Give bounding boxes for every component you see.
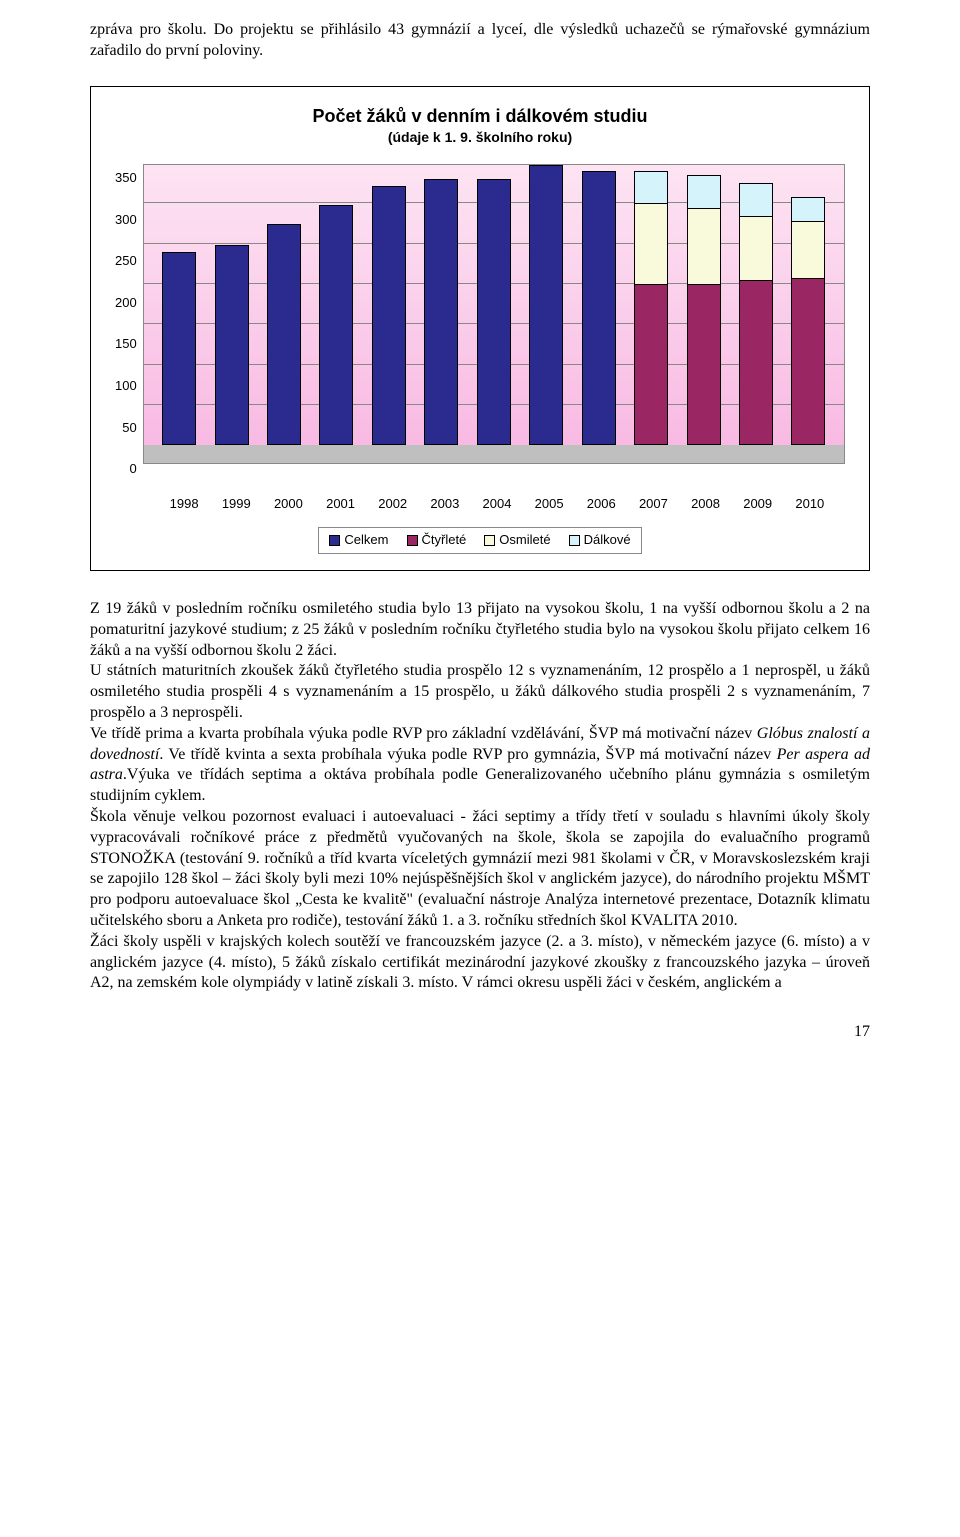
y-tick-label: 0 (129, 461, 136, 478)
bar-segment-dalk (687, 175, 721, 207)
page-number: 17 (90, 1022, 870, 1043)
x-tick-label: 2003 (428, 496, 462, 513)
body-paragraph: U státních maturitních zkoušek žáků čtyř… (90, 661, 870, 723)
x-tick-label: 2004 (480, 496, 514, 513)
y-tick-label: 50 (122, 420, 136, 437)
chart-subtitle: (údaje k 1. 9. školního roku) (115, 128, 845, 146)
bar (791, 197, 825, 445)
bar (162, 252, 196, 445)
legend-label: Čtyřleté (422, 532, 467, 549)
x-tick-label: 2005 (532, 496, 566, 513)
chart-floor (144, 445, 844, 463)
bar-segment-celkem (529, 165, 563, 445)
bar-segment-ctyr (687, 284, 721, 445)
chart-y-axis: 350 300 250 200 150 100 50 0 (115, 164, 143, 492)
bar-segment-osm (739, 216, 773, 280)
bar (529, 165, 563, 445)
chart-title: Počet žáků v denním i dálkovém studiu (115, 105, 845, 128)
legend-swatch (569, 535, 580, 546)
bar (424, 179, 458, 445)
y-tick-label: 250 (115, 253, 137, 270)
intro-paragraph: zpráva pro školu. Do projektu se přihlás… (90, 20, 870, 62)
x-tick-label: 1999 (219, 496, 253, 513)
bar-segment-ctyr (634, 284, 668, 445)
text-run: . Ve třídě kvinta a sexta probíhala výuk… (159, 746, 776, 763)
y-tick-label: 300 (115, 212, 137, 229)
y-tick-label: 350 (115, 170, 137, 187)
bar-segment-osm (687, 208, 721, 285)
x-tick-label: 2009 (741, 496, 775, 513)
legend-item: Dálkové (569, 532, 631, 549)
bar-segment-celkem (319, 205, 353, 445)
bar-segment-dalk (791, 197, 825, 221)
bar (634, 171, 668, 445)
legend-label: Osmileté (499, 532, 550, 549)
text-run: Ve třídě prima a kvarta probíhala výuka … (90, 725, 757, 742)
x-tick-label: 2000 (271, 496, 305, 513)
bar-segment-osm (634, 203, 668, 284)
bar (215, 245, 249, 445)
bar (267, 224, 301, 446)
bar-segment-celkem (215, 245, 249, 445)
chart-x-axis: 1998 1999 2000 2001 2002 2003 2004 2005 2006 2007… (149, 496, 845, 513)
legend-label: Dálkové (584, 532, 631, 549)
legend-item: Čtyřleté (407, 532, 467, 549)
x-tick-label: 2007 (636, 496, 670, 513)
chart-bars (144, 165, 844, 445)
bar-segment-osm (791, 221, 825, 277)
x-tick-label: 2010 (793, 496, 827, 513)
bar-segment-celkem (162, 252, 196, 445)
y-tick-label: 200 (115, 295, 137, 312)
y-tick-label: 150 (115, 336, 137, 353)
legend-swatch (329, 535, 340, 546)
x-tick-label: 2001 (324, 496, 358, 513)
bar-segment-dalk (739, 183, 773, 215)
bar-segment-celkem (267, 224, 301, 446)
legend-item: Osmileté (484, 532, 550, 549)
bar (477, 179, 511, 445)
bar-segment-celkem (372, 186, 406, 445)
chart-legend: Celkem Čtyřleté Osmileté Dálkové (318, 527, 641, 554)
student-count-chart: Počet žáků v denním i dálkovém studiu (ú… (90, 86, 870, 571)
bar-segment-celkem (582, 171, 616, 445)
legend-label: Celkem (344, 532, 388, 549)
legend-item: Celkem (329, 532, 388, 549)
body-paragraph: Žáci školy uspěli v krajských kolech sou… (90, 932, 870, 994)
bar (319, 205, 353, 445)
chart-plot-area: 350 300 250 200 150 100 50 0 (115, 164, 845, 492)
bar (582, 171, 616, 445)
bar-segment-dalk (634, 171, 668, 203)
body-paragraph: Škola věnuje velkou pozornost evaluaci i… (90, 807, 870, 932)
y-tick-label: 100 (115, 378, 137, 395)
legend-swatch (484, 535, 495, 546)
bar-segment-celkem (477, 179, 511, 445)
bar-segment-ctyr (739, 280, 773, 445)
body-paragraph: Z 19 žáků v posledním ročníku osmiletého… (90, 599, 870, 661)
x-tick-label: 2006 (584, 496, 618, 513)
chart-plot (143, 164, 845, 464)
bar-segment-ctyr (791, 278, 825, 446)
x-tick-label: 1998 (167, 496, 201, 513)
bar (687, 175, 721, 445)
bar (372, 186, 406, 445)
text-run: .Výuka ve třídách septima a oktáva probí… (90, 766, 870, 804)
bar (739, 183, 773, 445)
body-paragraph: Ve třídě prima a kvarta probíhala výuka … (90, 724, 870, 807)
x-tick-label: 2002 (376, 496, 410, 513)
bar-segment-celkem (424, 179, 458, 445)
legend-swatch (407, 535, 418, 546)
x-tick-label: 2008 (689, 496, 723, 513)
